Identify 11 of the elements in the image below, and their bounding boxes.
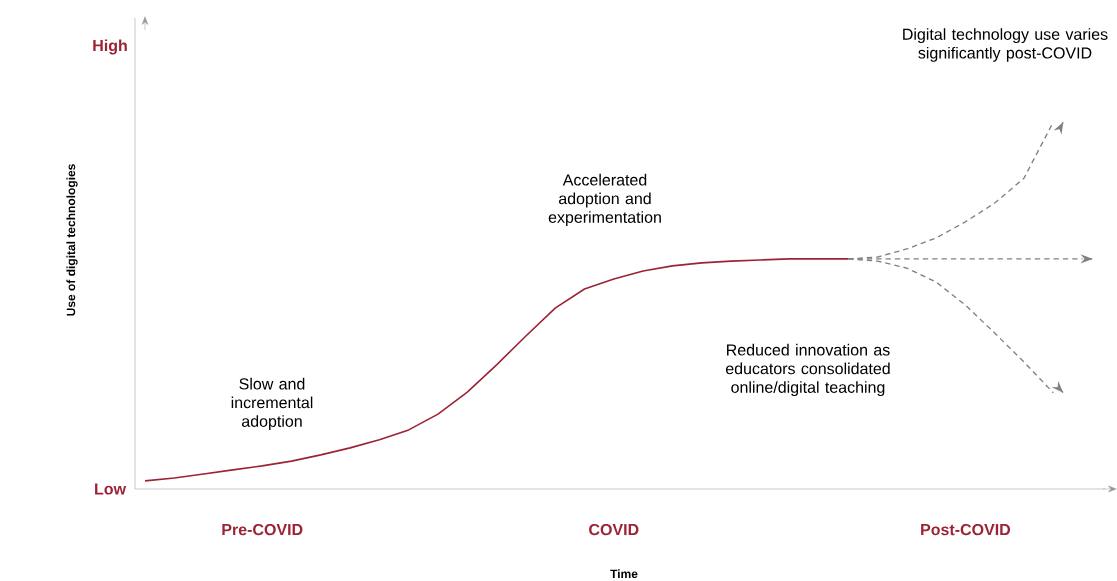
y-axis-title: Use of digital technologies [66, 164, 78, 316]
x-axis-title: Time [610, 569, 638, 579]
text: Low [95, 483, 127, 495]
text: High [93, 39, 127, 55]
text: Digital technology use varies significantly post-COVID [903, 28, 1108, 62]
annotation: Slow and incremental adoption [231, 377, 313, 431]
x-tick-label: COVID [589, 523, 639, 536]
x-tick-label: Pre-COVID [222, 523, 303, 536]
annotation: Accelerated adoption and experimentation [548, 173, 661, 227]
x-tick-label: Post-COVID [921, 523, 1011, 536]
annotation: Reduced innovation as educators consolidated online/digital teaching [725, 343, 890, 397]
